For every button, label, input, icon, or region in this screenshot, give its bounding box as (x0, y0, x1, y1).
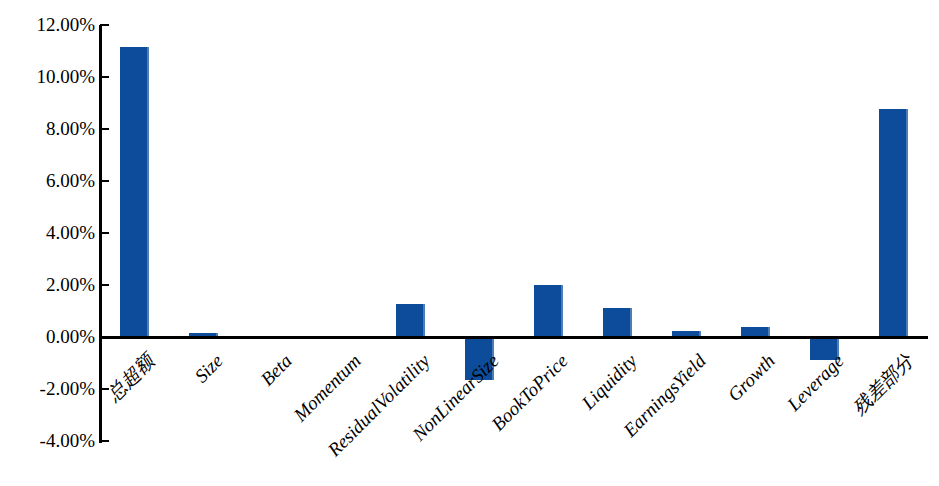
y-tick-mark-3 (100, 180, 109, 183)
bar-6-BookToPrice (534, 285, 563, 336)
x-axis-zero-line (100, 336, 928, 339)
y-tick-label-2: 8.00% (0, 117, 95, 141)
y-tick-mark-8 (100, 440, 109, 443)
bar-7-Liquidity (603, 308, 632, 336)
y-tick-label-7: -2.00% (0, 377, 95, 401)
bar-4-ResidualVolatility (396, 304, 425, 337)
factor-attribution-bar-chart: 12.00% 10.00% 8.00% 6.00% 4.00% 2.00% 0.00% -2.… (0, 0, 939, 486)
x-label-0: 总超额 (0, 350, 158, 486)
y-tick-label-5: 2.00% (0, 273, 95, 297)
bar-11-残差部分 (879, 109, 908, 336)
y-tick-label-3: 6.00% (0, 169, 95, 193)
y-tick-label-6: 0.00% (0, 325, 95, 349)
y-tick-mark-2 (100, 128, 109, 131)
y-tick-mark-1 (100, 76, 109, 79)
y-tick-label-1: 10.00% (0, 65, 95, 89)
y-tick-mark-0 (100, 24, 109, 27)
y-tick-mark-5 (100, 284, 109, 287)
y-tick-label-0: 12.00% (0, 13, 95, 37)
bar-0-总超额 (120, 47, 149, 336)
y-tick-label-4: 4.00% (0, 221, 95, 245)
y-tick-mark-4 (100, 232, 109, 235)
